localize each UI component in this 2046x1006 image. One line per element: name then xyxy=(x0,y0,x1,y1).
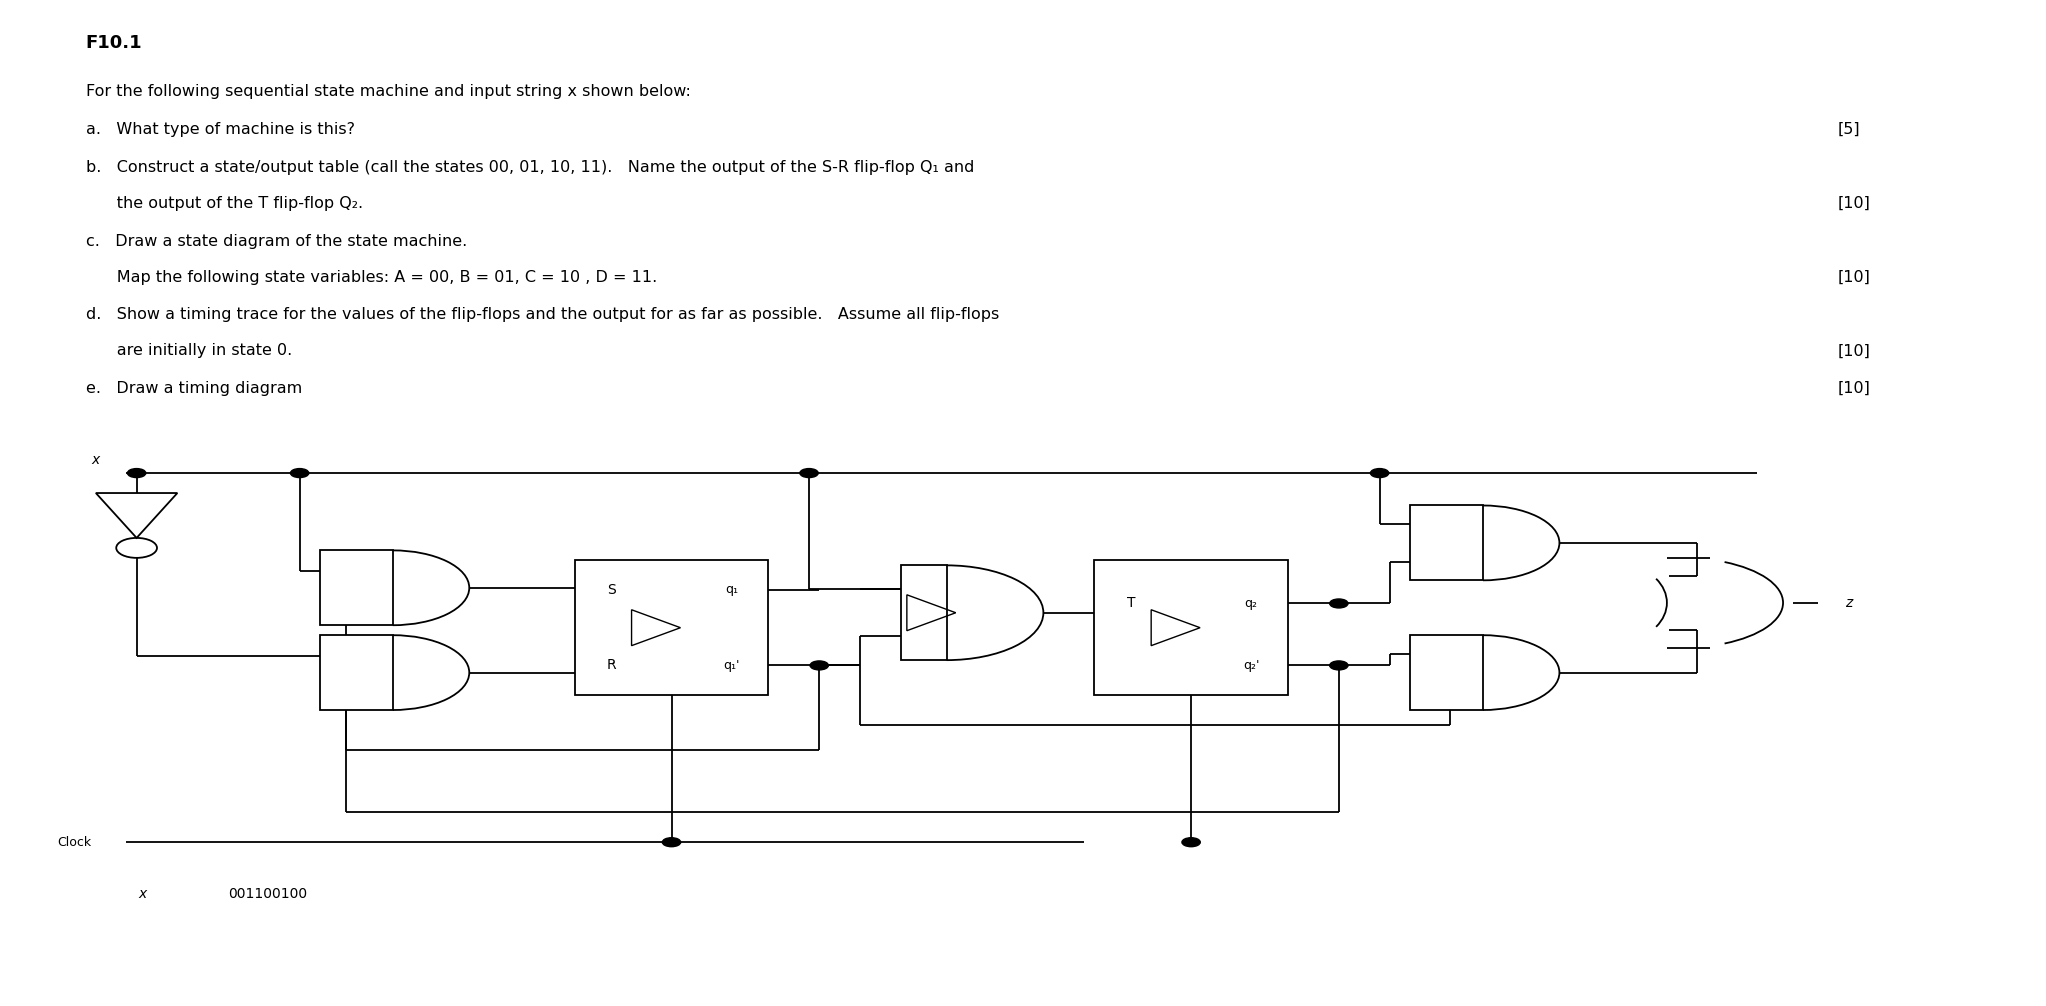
Text: Map the following state variables: A = 00, B = 01, C = 10 , D = 11.: Map the following state variables: A = 0… xyxy=(86,270,657,285)
Circle shape xyxy=(810,661,829,670)
Text: [10]: [10] xyxy=(1837,343,1870,358)
Text: 001100100: 001100100 xyxy=(229,887,307,901)
Text: x: x xyxy=(92,453,100,467)
Bar xyxy=(319,635,393,710)
Text: [10]: [10] xyxy=(1837,270,1870,285)
Circle shape xyxy=(1330,599,1348,608)
Text: S: S xyxy=(608,583,616,597)
Text: T: T xyxy=(1127,597,1136,611)
Bar xyxy=(319,550,393,625)
Text: q₁': q₁' xyxy=(724,659,741,672)
Circle shape xyxy=(1183,838,1201,847)
Bar xyxy=(1095,560,1287,695)
Text: F10.1: F10.1 xyxy=(86,34,143,52)
Text: R: R xyxy=(606,658,616,672)
Text: b.   Construct a state/output table (call the states 00, 01, 10, 11).   Name the: b. Construct a state/output table (call … xyxy=(86,160,974,175)
Bar xyxy=(900,565,947,660)
Text: q₂': q₂' xyxy=(1244,659,1260,672)
Text: q₁: q₁ xyxy=(724,583,739,597)
Text: For the following sequential state machine and input string x shown below:: For the following sequential state machi… xyxy=(86,83,692,99)
Text: x: x xyxy=(139,887,147,901)
Text: a.   What type of machine is this?: a. What type of machine is this? xyxy=(86,122,354,137)
Text: are initially in state 0.: are initially in state 0. xyxy=(86,343,293,358)
Circle shape xyxy=(291,469,309,478)
Text: [10]: [10] xyxy=(1837,381,1870,396)
Text: Clock: Clock xyxy=(57,836,92,849)
Circle shape xyxy=(800,469,818,478)
Bar xyxy=(575,560,769,695)
Circle shape xyxy=(663,838,681,847)
Text: the output of the T flip-flop Q₂.: the output of the T flip-flop Q₂. xyxy=(86,196,362,210)
Text: d.   Show a timing trace for the values of the flip-flops and the output for as : d. Show a timing trace for the values of… xyxy=(86,308,998,323)
Bar xyxy=(1410,505,1483,580)
Text: q₂: q₂ xyxy=(1244,597,1258,610)
Circle shape xyxy=(127,469,145,478)
Circle shape xyxy=(1330,661,1348,670)
Text: [10]: [10] xyxy=(1837,196,1870,210)
Text: [5]: [5] xyxy=(1837,122,1860,137)
Text: z: z xyxy=(1845,596,1852,610)
Bar xyxy=(1410,635,1483,710)
Circle shape xyxy=(1371,469,1389,478)
Text: e.   Draw a timing diagram: e. Draw a timing diagram xyxy=(86,381,303,396)
Text: c.   Draw a state diagram of the state machine.: c. Draw a state diagram of the state mac… xyxy=(86,233,466,248)
